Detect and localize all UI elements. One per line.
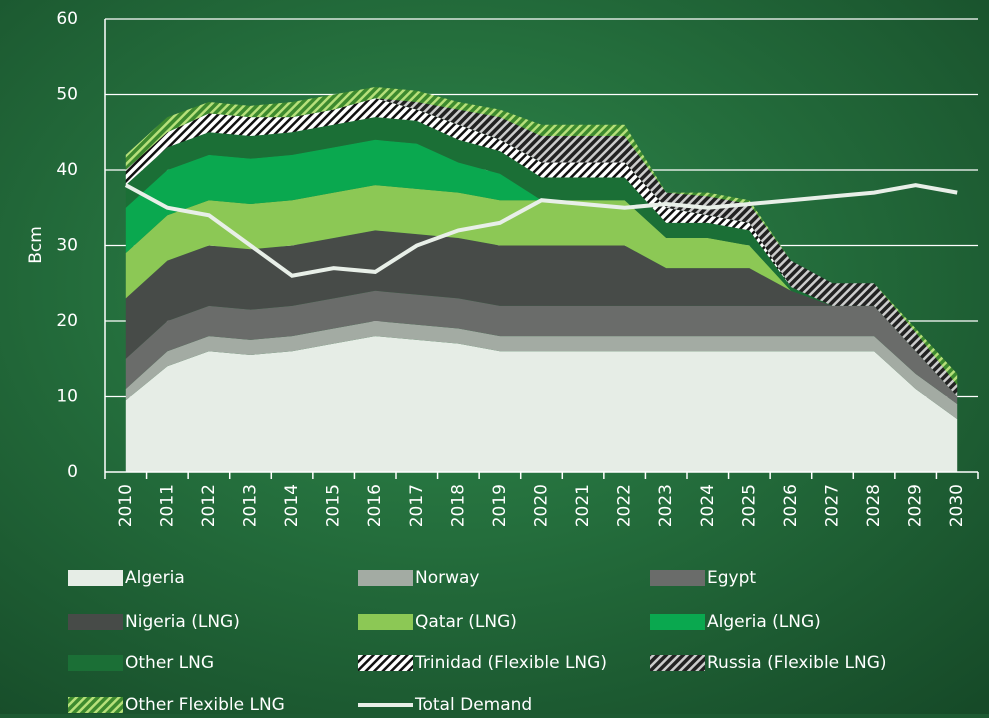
x-tick-label: 2023: [656, 484, 676, 527]
x-tick-label: 2025: [739, 484, 759, 527]
legend-label: Egypt: [707, 568, 756, 588]
area: [125, 98, 958, 397]
y-tick-label: 10: [56, 387, 78, 407]
legend-label: Nigeria (LNG): [125, 612, 240, 632]
x-tick-label: 2024: [698, 484, 718, 527]
legend-label: Algeria (LNG): [707, 612, 821, 632]
area: [125, 98, 958, 397]
x-tick-label: 2021: [573, 484, 593, 527]
legend-swatch: [358, 614, 413, 630]
x-tick-label: 2018: [448, 484, 468, 527]
legend-label: Algeria: [125, 568, 185, 588]
x-tick-label: 2013: [241, 484, 261, 527]
y-tick-label: 30: [56, 236, 78, 256]
x-tick-label: 2014: [282, 484, 302, 527]
x-tick-label: 2030: [947, 484, 967, 527]
area: [125, 336, 958, 472]
line: [124, 183, 958, 278]
x-tick-label: 2027: [823, 484, 843, 527]
legend-swatch: [358, 655, 413, 671]
x-tick-label: 2019: [490, 484, 510, 527]
x-tick-label: 2020: [532, 484, 552, 527]
y-tick-label: 0: [67, 462, 78, 482]
legend-label: Other Flexible LNG: [125, 695, 285, 714]
x-tick-label: 2011: [157, 484, 177, 527]
y-tick-label: 20: [56, 311, 78, 331]
legend-label: Other LNG: [125, 653, 214, 673]
x-tick-label: 2029: [906, 484, 926, 527]
legend-swatch: [358, 570, 413, 586]
legend-swatch: [68, 655, 123, 671]
y-axis-label: Bcm: [26, 226, 46, 264]
legend-label: Qatar (LNG): [415, 612, 517, 632]
area: [125, 117, 958, 397]
legend-swatch: [68, 570, 123, 586]
x-tick-label: 2015: [324, 484, 344, 527]
legend-label: Norway: [415, 568, 480, 588]
area: [125, 321, 958, 420]
x-tick-label: 2010: [116, 484, 136, 527]
legend-label: Trinidad (Flexible LNG): [414, 653, 607, 673]
x-tick-label: 2028: [864, 484, 884, 527]
x-tick-label: 2026: [781, 484, 801, 527]
area: [125, 139, 958, 397]
x-tick-label: 2012: [199, 484, 219, 527]
legend-label: Russia (Flexible LNG): [707, 653, 887, 673]
y-tick-label: 50: [56, 85, 78, 105]
area: [125, 230, 958, 397]
x-tick-label: 2017: [407, 484, 427, 527]
y-tick-label: 40: [56, 160, 78, 180]
x-tick-label: 2022: [615, 484, 635, 527]
legend-swatch: [650, 655, 705, 671]
legend-swatch: [68, 697, 123, 713]
y-tick-label: 60: [56, 9, 78, 29]
area: [125, 290, 958, 405]
legend-label: Total Demand: [414, 695, 532, 714]
x-tick-label: 2016: [365, 484, 385, 527]
legend-swatch: [650, 570, 705, 586]
legend-swatch: [68, 614, 123, 630]
legend-swatch: [650, 614, 705, 630]
